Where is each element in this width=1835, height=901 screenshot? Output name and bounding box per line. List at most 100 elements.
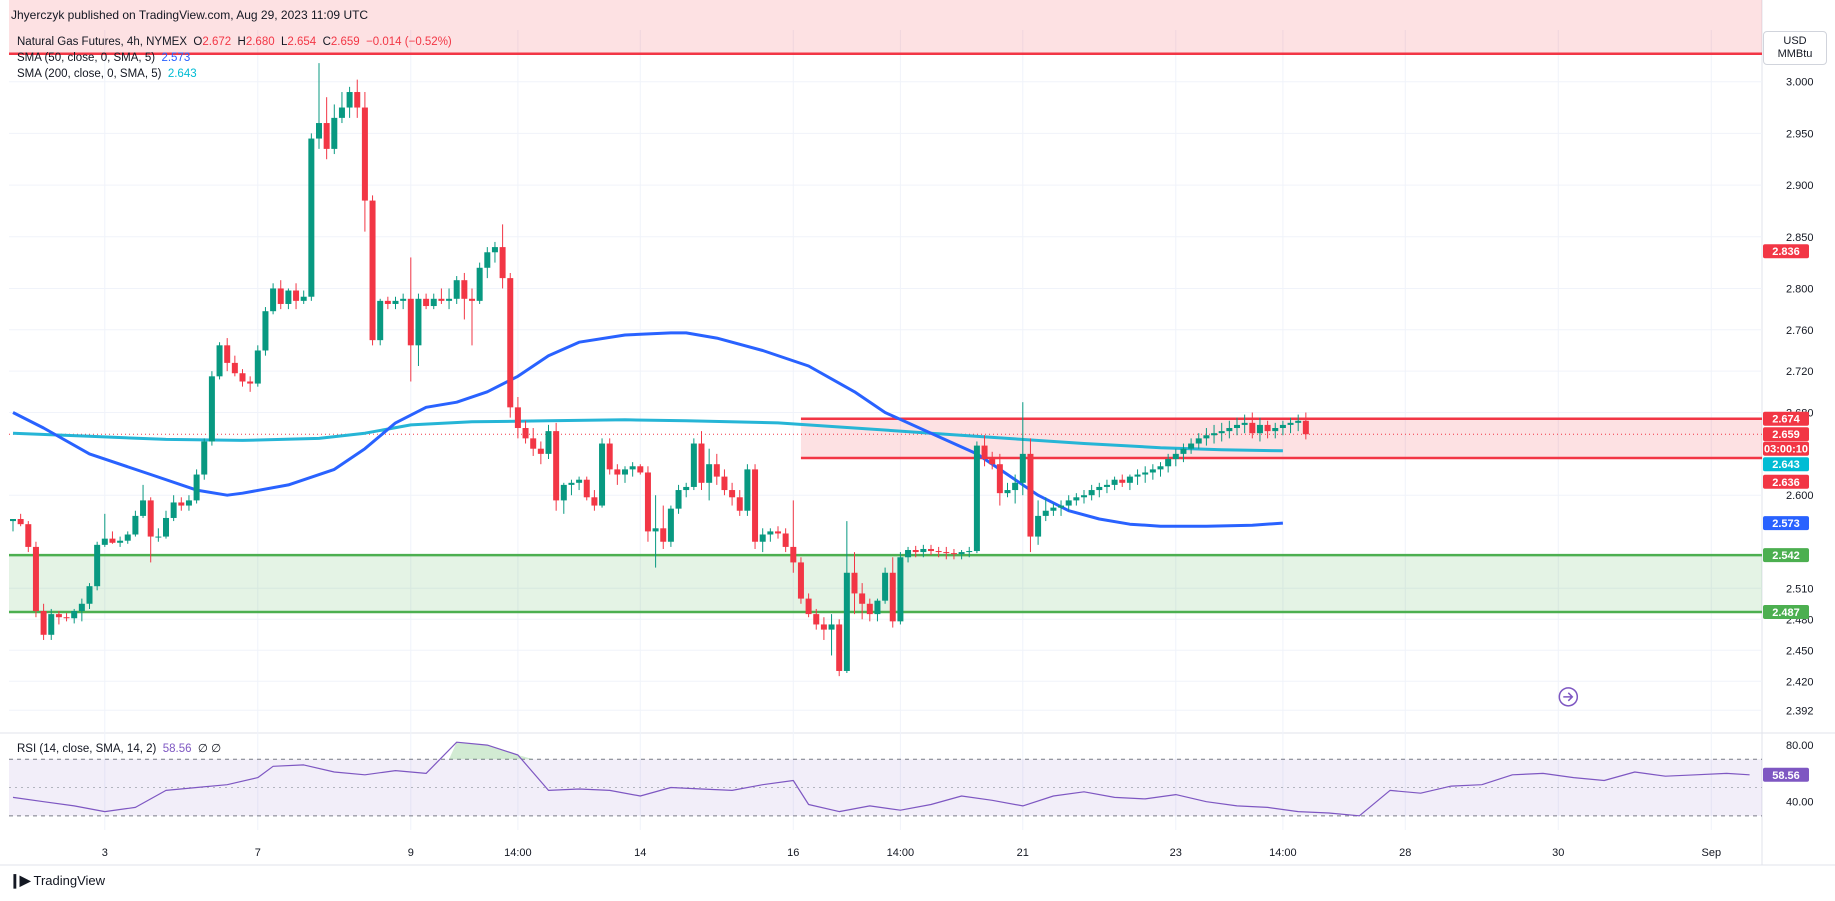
candle-up bbox=[622, 466, 628, 483]
candle-body bbox=[989, 459, 996, 465]
candle-down bbox=[859, 583, 866, 620]
candle-body bbox=[1088, 490, 1095, 496]
candle-body bbox=[10, 518, 16, 522]
candle-body bbox=[277, 288, 284, 304]
candle-up bbox=[973, 441, 980, 554]
candle-body bbox=[667, 508, 674, 542]
candle-body bbox=[1073, 497, 1080, 501]
replay-arrow-icon bbox=[1558, 687, 1579, 707]
candle-body bbox=[361, 107, 368, 201]
candle-up bbox=[1157, 462, 1164, 477]
candle-up bbox=[346, 86, 353, 118]
price-tag-bg bbox=[1763, 411, 1809, 426]
candle-down bbox=[989, 451, 996, 470]
candle-body bbox=[247, 381, 254, 384]
candle-down bbox=[790, 500, 797, 573]
candle-up bbox=[377, 298, 384, 346]
footer-brand[interactable]: ❙▶ TradingView bbox=[9, 872, 105, 889]
candle-body bbox=[147, 500, 154, 537]
candle-body bbox=[767, 531, 774, 535]
price-tag: 03:00:10 bbox=[1763, 441, 1809, 456]
candle-down bbox=[438, 288, 445, 304]
candle-up bbox=[316, 63, 322, 149]
candle-up bbox=[484, 247, 491, 279]
candle-body bbox=[652, 528, 659, 532]
price-tag: 2.643 bbox=[1763, 457, 1809, 472]
candle-body bbox=[392, 300, 399, 304]
legend-instrument[interactable]: Natural Gas Futures, 4h, NYMEX bbox=[17, 36, 188, 48]
candle-body bbox=[78, 603, 85, 612]
candle-up bbox=[1035, 500, 1042, 545]
candle-body bbox=[583, 479, 590, 498]
candle-body bbox=[859, 593, 866, 604]
price-tag: 2.636 bbox=[1763, 474, 1809, 489]
candle-up bbox=[308, 133, 315, 301]
candle-up bbox=[576, 476, 583, 491]
candles bbox=[10, 63, 1579, 707]
candle-body bbox=[920, 548, 927, 553]
price-tag-label: 2.542 bbox=[1772, 550, 1800, 562]
candle-up bbox=[446, 288, 453, 310]
x-tick-label: 30 bbox=[1552, 847, 1564, 859]
candle-body bbox=[683, 486, 690, 491]
candle-down bbox=[25, 521, 32, 553]
price-axis[interactable]: 3.0002.9502.9002.8502.8002.7602.7202.680… bbox=[1763, 46, 1814, 809]
candle-body bbox=[1234, 424, 1240, 429]
legend-sma50-row[interactable]: SMA (50, close, 0, SMA, 5) 2.573 bbox=[17, 52, 190, 64]
candle-up bbox=[1287, 417, 1294, 434]
candle-up bbox=[1142, 466, 1149, 483]
candle-down bbox=[55, 611, 62, 625]
candle-down bbox=[644, 466, 651, 542]
legend-sma200-row[interactable]: SMA (200, close, 0, SMA, 5) 2.643 bbox=[17, 68, 197, 80]
candle-up bbox=[882, 567, 889, 604]
candle-up bbox=[155, 528, 162, 542]
x-tick-label: 3 bbox=[102, 847, 108, 859]
rsi-y-tick-label: 80.00 bbox=[1786, 740, 1814, 752]
candle-up bbox=[568, 479, 575, 496]
y-tick-label: 2.950 bbox=[1786, 128, 1814, 140]
candle-up bbox=[767, 528, 774, 542]
legend-close: 2.659 bbox=[330, 36, 360, 48]
candle-down bbox=[752, 464, 759, 549]
candle-body bbox=[522, 428, 529, 439]
candle-down bbox=[32, 541, 39, 618]
currency-unit-button[interactable]: USD MMBtu bbox=[1763, 31, 1827, 65]
candle-down bbox=[866, 598, 873, 622]
price-tag-bg bbox=[1763, 474, 1809, 489]
candle-body bbox=[163, 517, 169, 537]
candle-body bbox=[797, 562, 804, 599]
candle-down bbox=[935, 546, 942, 558]
x-tick-label: 14 bbox=[634, 847, 646, 859]
candle-up bbox=[744, 464, 751, 516]
candle-up bbox=[1295, 414, 1302, 432]
candle-body bbox=[874, 600, 881, 615]
candle-body bbox=[935, 551, 942, 553]
candle-body bbox=[1065, 500, 1072, 506]
candle-body bbox=[316, 123, 322, 139]
candle-body bbox=[958, 552, 965, 555]
price-tag-bg bbox=[1763, 457, 1809, 472]
sma50-line bbox=[12, 331, 1284, 528]
candle-down bbox=[889, 557, 896, 628]
candle-up bbox=[101, 513, 108, 547]
candle-up bbox=[163, 510, 169, 539]
candle-down bbox=[369, 195, 376, 346]
candle-down bbox=[805, 593, 812, 618]
legend-rsi-row[interactable]: RSI (14, close, SMA, 14, 2) 58.56 ∅ ∅ bbox=[17, 741, 221, 755]
price-tag-label: 2.487 bbox=[1772, 607, 1800, 619]
time-axis[interactable]: 3 7 9 14:00 14 16 14:00 21 23 14:00 28 30 Sep bbox=[102, 847, 1721, 859]
candle-body bbox=[1295, 420, 1302, 423]
rsi-tag-bg bbox=[1763, 767, 1809, 782]
candle-body bbox=[782, 533, 789, 547]
candle-down bbox=[591, 490, 598, 511]
candle-up bbox=[201, 438, 208, 480]
candle-body bbox=[461, 280, 468, 299]
candle-body bbox=[1264, 424, 1271, 432]
footer-brand-text: TradingView bbox=[33, 873, 106, 888]
candle-body bbox=[101, 538, 108, 545]
candle-down bbox=[1264, 420, 1271, 439]
candle-body bbox=[905, 550, 912, 558]
price-tag-bg bbox=[1763, 605, 1809, 620]
candle-up bbox=[545, 424, 552, 460]
